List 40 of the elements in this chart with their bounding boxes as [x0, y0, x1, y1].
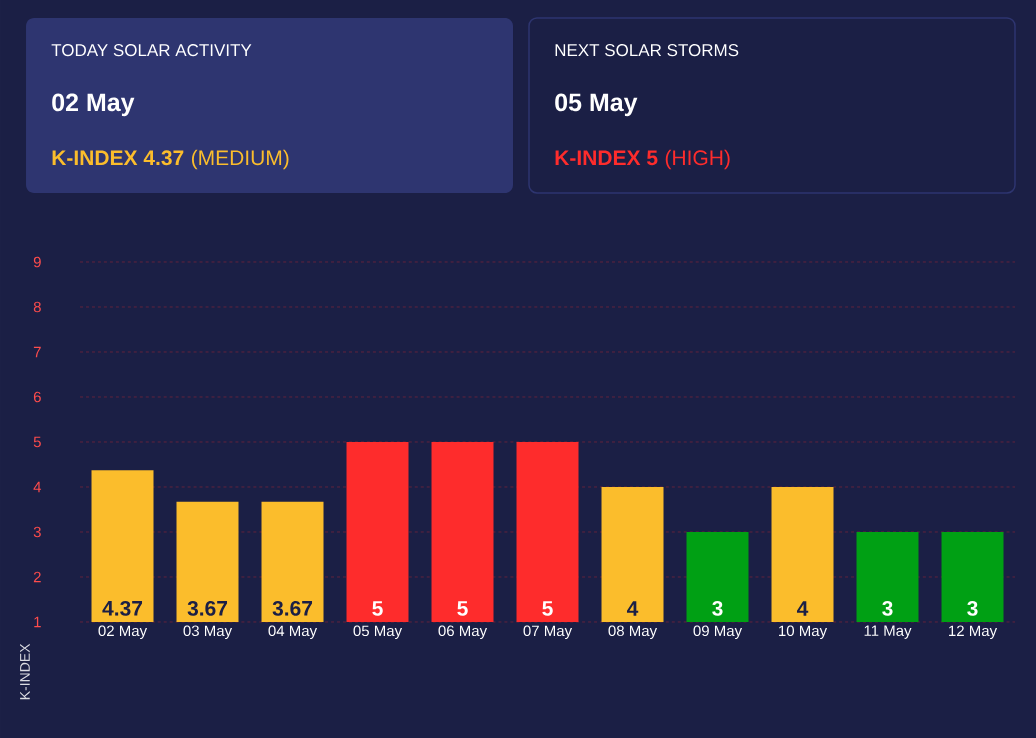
data-label: 3 — [882, 600, 893, 616]
y-tick-label: 1 — [34, 616, 41, 628]
data-label: 4 — [626, 601, 639, 616]
x-tick-label: 09 May — [693, 625, 743, 640]
x-tick-label: 04 May — [268, 625, 318, 640]
x-tick-label: 02 May — [98, 625, 148, 640]
data-label: 4.37 — [102, 600, 143, 616]
text: (HIGH) — [665, 149, 730, 170]
y-tick-label: 6 — [33, 391, 41, 403]
data-label: 5 — [542, 601, 553, 616]
x-tick-label: 11 May — [864, 625, 912, 639]
data-label: 3.67 — [187, 600, 228, 616]
text: 05 May — [555, 93, 638, 117]
x-tick-label: 06 May — [438, 625, 488, 640]
x-tick-label: 05 May — [353, 625, 403, 640]
text: K-INDEX 5 — [555, 150, 658, 166]
y-tick-label: 5 — [33, 436, 41, 448]
data-label: 5 — [457, 601, 468, 616]
y-tick-label: 9 — [33, 256, 41, 268]
text: K-INDEX 4.37 — [52, 150, 184, 166]
data-label: 3.67 — [272, 600, 313, 616]
data-label: 5 — [372, 601, 383, 616]
x-tick-label: 03 May — [183, 625, 233, 640]
y-tick-label: 8 — [33, 301, 41, 313]
x-tick-label: 12 May — [949, 625, 998, 640]
y-tick-label: 7 — [33, 346, 41, 358]
y-tick-label: 3 — [33, 526, 41, 538]
x-tick-label: 07 May — [523, 625, 573, 640]
data-label: 3 — [712, 600, 723, 616]
text: NEXT SOLAR STORMS — [555, 44, 739, 57]
data-label: 4 — [796, 601, 809, 616]
text: 02 May — [52, 93, 135, 117]
text: (MEDIUM) — [191, 149, 289, 170]
text: TODAY SOLAR ACTIVITY — [51, 44, 252, 57]
y-tick-label: 2 — [33, 571, 41, 583]
data-label: 3 — [967, 600, 978, 616]
x-tick-label: 10 May — [779, 625, 828, 640]
x-tick-label: 08 May — [608, 625, 658, 640]
y-axis-title: K-INDEX — [20, 643, 30, 700]
y-tick-label: 4 — [33, 481, 42, 493]
